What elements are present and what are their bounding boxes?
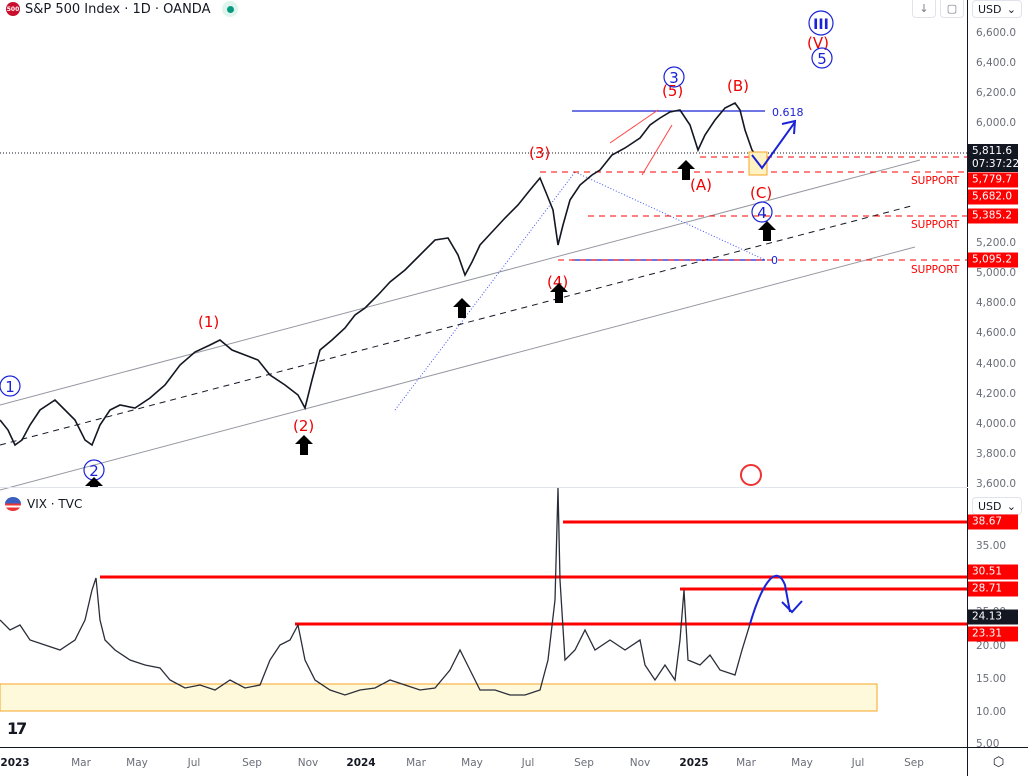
currency-label: USD	[978, 499, 1002, 513]
svg-text:(A): (A)	[690, 176, 712, 194]
time-tick: Jul	[851, 757, 865, 769]
time-tick: May	[791, 757, 813, 769]
symbol-badge-icon: 500	[6, 2, 20, 16]
vix-resistance-label: 23.31	[968, 626, 1018, 642]
time-tick: Sep	[904, 757, 924, 769]
market-status-icon	[222, 1, 239, 17]
tradingview-logo[interactable]: 17	[7, 719, 27, 738]
chart-canvas[interactable]: (1) (2) (3) (4) (5) (A) (B) (C) (V) 1 2 …	[0, 0, 967, 747]
scroll-down-button[interactable]: ↓	[912, 0, 936, 18]
currency-selector[interactable]: USD ⌄	[972, 0, 1022, 18]
current-price-label: 5,811.6 07:37:22	[968, 144, 1020, 172]
support-text: SUPPORT	[911, 219, 960, 231]
svg-text:(V): (V)	[807, 34, 829, 52]
support-price-label: 5,095.2	[968, 252, 1018, 268]
svg-text:(B): (B)	[727, 77, 749, 95]
vix-currency-selector[interactable]: USD ⌄	[972, 497, 1022, 515]
svg-text:(C): (C)	[750, 184, 772, 202]
price-tick: 4,000.0	[976, 418, 1017, 430]
vix-resistance-label: 30.51	[968, 564, 1018, 580]
time-tick: Mar	[71, 757, 91, 769]
vix-legend[interactable]: VIX · TVC	[5, 497, 82, 511]
us-flag-icon	[5, 497, 21, 511]
time-axis[interactable]: 2023 Mar May Jul Sep Nov 2024 Mar May Ju…	[0, 747, 967, 776]
symbol-title[interactable]: S&P 500 Index · 1D · OANDA	[25, 1, 211, 17]
vix-tick: 10.00	[976, 706, 1007, 718]
svg-text:1: 1	[5, 378, 15, 396]
time-tick: 2023	[0, 757, 30, 769]
price-tick: 6,000.0	[976, 117, 1017, 129]
time-tick: Jul	[187, 757, 201, 769]
time-tick: 2024	[346, 757, 376, 769]
time-tick: Nov	[629, 757, 651, 769]
time-tick: Jul	[521, 757, 535, 769]
time-tick: Sep	[574, 757, 594, 769]
price-tick: 6,200.0	[976, 87, 1017, 99]
svg-text:5: 5	[817, 50, 827, 68]
current-price: 5,811.6	[972, 145, 1013, 157]
time-tick: May	[126, 757, 148, 769]
time-tick: 2025	[679, 757, 709, 769]
support-text: SUPPORT	[911, 264, 960, 276]
svg-text:(4): (4)	[547, 273, 568, 291]
svg-text:0: 0	[771, 254, 778, 267]
price-tick: 6,600.0	[976, 27, 1017, 39]
currency-label: USD	[978, 2, 1002, 16]
vix-resistance-label: 38.67	[968, 514, 1018, 530]
svg-text:0.618: 0.618	[772, 106, 804, 119]
support-price-label: 5,779.7	[968, 172, 1018, 188]
time-tick: Sep	[242, 757, 262, 769]
chart-settings-button[interactable]: ⬡	[967, 747, 1028, 776]
svg-text:III: III	[813, 17, 829, 33]
price-tick: 5,000.0	[976, 267, 1017, 279]
time-tick: Mar	[736, 757, 756, 769]
vix-tick: 15.00	[976, 673, 1007, 685]
arrow-down-icon: ↓	[919, 2, 929, 15]
svg-text:(2): (2)	[293, 417, 314, 435]
svg-text:2: 2	[89, 462, 99, 480]
price-tick: 4,600.0	[976, 327, 1017, 339]
chevron-down-icon: ⌄	[1006, 499, 1016, 513]
time-tick: Nov	[297, 757, 319, 769]
support-text: SUPPORT	[911, 175, 960, 187]
price-tick: 6,400.0	[976, 57, 1017, 69]
price-tick: 5,200.0	[976, 237, 1017, 249]
price-tick: 4,200.0	[976, 388, 1017, 400]
vix-resistance-label: 28.71	[968, 581, 1018, 597]
svg-text:4: 4	[757, 204, 767, 222]
chevron-down-icon: ⌄	[1006, 2, 1016, 16]
vix-tick: 20.00	[976, 640, 1007, 652]
support-price-label: 5,385.2	[968, 208, 1018, 224]
time-tick: May	[461, 757, 483, 769]
main-legend[interactable]: 500 S&P 500 Index · 1D · OANDA	[6, 0, 239, 18]
svg-text:(3): (3)	[529, 144, 550, 162]
time-tick: Mar	[406, 757, 426, 769]
price-tick: 3,600.0	[976, 478, 1017, 490]
price-axis[interactable]	[967, 0, 1028, 487]
pane-separator[interactable]	[0, 487, 967, 488]
bar-countdown: 07:37:22	[972, 158, 1020, 170]
settings-icon: ⬡	[992, 754, 1005, 770]
vix-tick: 35.00	[976, 540, 1007, 552]
price-tick: 4,400.0	[976, 358, 1017, 370]
maximize-pane-button[interactable]: ▢	[940, 0, 964, 18]
svg-text:(1): (1)	[198, 313, 219, 331]
support-price-label: 5,682.0	[968, 189, 1018, 205]
vix-title[interactable]: VIX · TVC	[27, 497, 83, 511]
wave-labels-red: (1) (2) (3) (4) (5) (A) (B) (C) (V)	[198, 34, 829, 435]
price-tick: 4,800.0	[976, 297, 1017, 309]
maximize-icon: ▢	[946, 2, 958, 15]
price-tick: 3,800.0	[976, 448, 1017, 460]
vix-current-label: 24.13	[968, 609, 1018, 625]
svg-text:3: 3	[669, 69, 679, 87]
